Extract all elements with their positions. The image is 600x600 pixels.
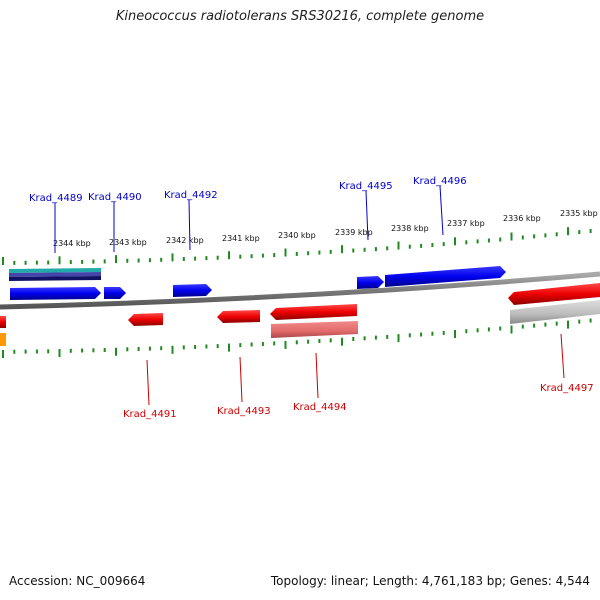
map-title: Kineococcus radiotolerans SRS30216, comp… (115, 9, 485, 24)
genome-backbone (0, 271, 600, 310)
gene-krad-4493[interactable] (217, 310, 260, 323)
gene-krad-4495[interactable] (357, 276, 384, 289)
scale-label: 2338 kbp (391, 224, 429, 233)
scale-label: 2337 kbp (447, 219, 485, 228)
gene-krad-4492[interactable] (173, 284, 212, 297)
gene-krad-4494[interactable] (270, 304, 358, 338)
gene-krad-4489[interactable] (10, 287, 101, 300)
scale-label: 2336 kbp (503, 214, 541, 223)
scale-label: 2342 kbp (166, 236, 204, 245)
scale-label: 2335 kbp (560, 209, 598, 218)
gene-label-krad-4493: Krad_4493 (217, 406, 271, 417)
reverse-gene-labels: Krad_4491 Krad_4493 Krad_4494 Krad_4497 (123, 333, 594, 420)
gene-krad-4491[interactable] (128, 313, 163, 326)
gene-left-edge[interactable] (0, 316, 6, 328)
inner-scale-ticks (2, 318, 592, 358)
gene-label-krad-4492: Krad_4492 (164, 190, 218, 201)
gene-label-krad-4490: Krad_4490 (88, 192, 142, 203)
gene-label-krad-4494: Krad_4494 (293, 402, 347, 413)
genome-summary-text: Topology: linear; Length: 4,761,183 bp; … (270, 574, 590, 588)
gene-krad-4496[interactable] (385, 266, 506, 287)
gene-label-krad-4495: Krad_4495 (339, 181, 393, 192)
gene-label-krad-4496: Krad_4496 (413, 176, 467, 187)
feature-stack-left[interactable] (9, 268, 101, 281)
scale-labels: 2344 kbp 2343 kbp 2342 kbp 2341 kbp 2340… (53, 209, 598, 248)
gene-label-krad-4491: Krad_4491 (123, 409, 177, 420)
scale-label: 2341 kbp (222, 234, 260, 243)
scale-label: 2339 kbp (335, 228, 373, 237)
scale-label: 2344 kbp (53, 239, 91, 248)
forward-gene-labels: Krad_4489 Krad_4490 Krad_4492 Krad_4495 … (29, 176, 467, 253)
accession-text: Accession: NC_009664 (9, 574, 146, 588)
scale-label: 2340 kbp (278, 231, 316, 240)
gene-krad-4497[interactable] (508, 283, 600, 324)
gene-label-krad-4489: Krad_4489 (29, 193, 83, 204)
gene-orange-edge[interactable] (0, 333, 6, 346)
scale-label: 2343 kbp (109, 238, 147, 247)
outer-scale-ticks (2, 227, 592, 265)
gene-krad-4490[interactable] (104, 287, 126, 299)
gene-label-krad-4497: Krad_4497 (540, 383, 594, 394)
